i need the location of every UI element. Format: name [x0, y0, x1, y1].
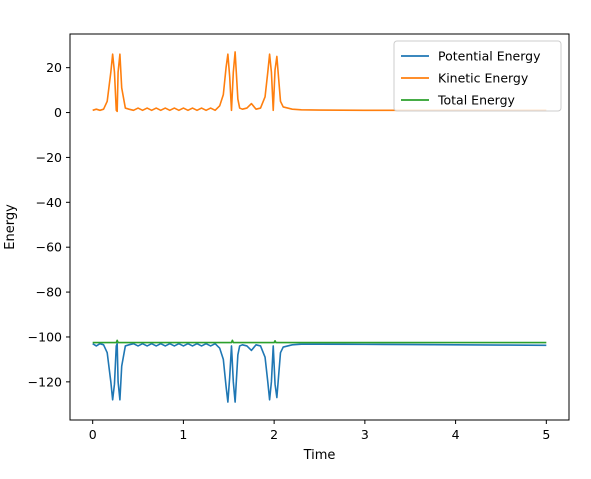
series-line-total-energy — [92, 339, 547, 344]
y-axis-label: Energy — [3, 204, 18, 250]
legend-entry-label: Potential Energy — [438, 49, 541, 64]
x-tick-label: 1 — [179, 427, 187, 442]
x-tick-label: 0 — [89, 427, 97, 442]
y-tick-label: −100 — [28, 329, 62, 344]
y-tick-label: −20 — [36, 150, 62, 165]
legend-entry-label: Kinetic Energy — [438, 71, 529, 86]
x-axis: 0 1 2 3 4 5 — [89, 420, 550, 442]
x-tick-label: 2 — [270, 427, 278, 442]
series-line-kinetic-energy — [92, 51, 547, 113]
y-tick-label: −40 — [36, 195, 62, 210]
series-layer — [92, 51, 547, 403]
x-tick-label: 5 — [542, 427, 550, 442]
x-axis-label: Time — [303, 448, 336, 463]
y-tick-label: 0 — [54, 105, 62, 120]
plot-frame — [69, 33, 570, 421]
y-axis: 20 0 −20 −40 −60 −80 −100 −120 — [28, 60, 70, 389]
legend-box — [393, 40, 562, 112]
y-tick-label: −80 — [36, 285, 62, 300]
x-tick-label: 3 — [361, 427, 369, 442]
series-line-potential-energy — [92, 342, 547, 403]
legend-entry-label: Total Energy — [437, 93, 516, 108]
x-tick-label: 4 — [452, 427, 460, 442]
y-tick-label: −60 — [36, 240, 62, 255]
legend: Potential Energy Kinetic Energy Total Ener… — [393, 40, 562, 112]
y-tick-label: 20 — [46, 60, 62, 75]
y-tick-label: −120 — [28, 374, 62, 389]
